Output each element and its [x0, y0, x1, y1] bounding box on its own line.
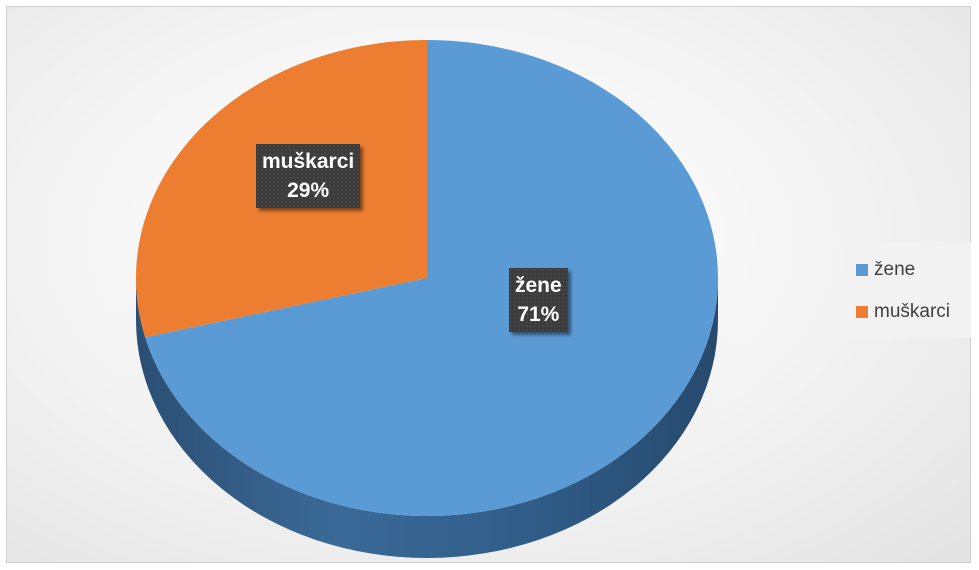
pie-slice-zene[interactable]: [145, 40, 718, 516]
legend-label: muškarci: [874, 301, 951, 322]
legend: žene muškarci: [846, 242, 971, 338]
data-label-percent: 29%: [287, 179, 330, 202]
data-label-muskarci: muškarci 29%: [256, 144, 361, 208]
legend-item-zene[interactable]: žene: [856, 259, 915, 281]
data-label-category: žene: [515, 274, 562, 297]
data-label-percent: 71%: [517, 303, 560, 326]
legend-item-muskarci[interactable]: muškarci: [856, 301, 950, 323]
legend-swatch: [856, 306, 868, 318]
pie-side-wall: [136, 278, 718, 558]
data-label-category: muškarci: [262, 150, 355, 173]
data-label-zene: žene 71%: [509, 268, 568, 332]
legend-swatch: [856, 264, 868, 276]
legend-label: žene: [874, 259, 916, 280]
